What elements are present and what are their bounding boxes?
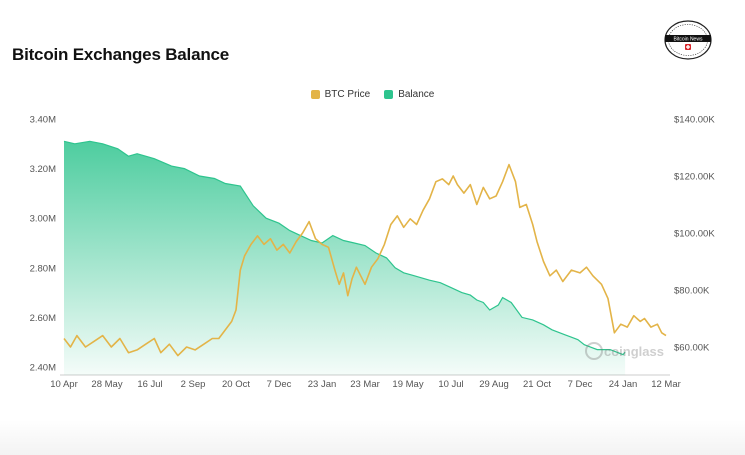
x-tick-label: 20 Oct xyxy=(222,379,250,390)
x-tick-label: 7 Dec xyxy=(568,379,593,390)
right-tick-label: $120.00K xyxy=(674,172,715,183)
x-tick-label: 29 Aug xyxy=(479,379,509,390)
left-tick-label: 2.80M xyxy=(30,263,56,274)
x-tick-label: 2 Sep xyxy=(181,379,206,390)
balance-line xyxy=(63,140,626,356)
bitcoin-news-logo: Bitcoin News xyxy=(663,20,713,60)
legend-swatch-balance xyxy=(384,90,394,99)
x-tick-label: 19 May xyxy=(392,379,423,390)
coinglass-watermark: coinglass xyxy=(585,342,664,360)
x-tick-label: 24 Jan xyxy=(609,379,638,390)
x-tick-label: 12 Mar xyxy=(651,379,681,390)
legend-swatch-btc-price xyxy=(310,90,320,99)
x-tick-label: 10 Apr xyxy=(50,379,77,390)
x-tick-label: 10 Jul xyxy=(438,379,463,390)
logo-text: Bitcoin News xyxy=(674,37,703,43)
watermark-text: coinglass xyxy=(604,344,664,359)
chart-title: Bitcoin Exchanges Balance xyxy=(12,45,230,64)
left-tick-label: 2.40M xyxy=(30,363,56,374)
left-tick-label: 3.00M xyxy=(30,214,56,225)
bottom-strip xyxy=(0,420,745,455)
right-tick-label: $60.00K xyxy=(674,343,710,354)
legend-item-btc-price[interactable]: BTC Price xyxy=(310,89,371,100)
right-tick-label: $80.00K xyxy=(674,286,710,297)
btc-price-line xyxy=(63,163,667,357)
balance-area xyxy=(64,141,626,375)
chart-legend: BTC Price Balance xyxy=(0,89,745,100)
left-tick-label: 3.20M xyxy=(30,164,56,175)
legend-label-balance: Balance xyxy=(398,89,435,100)
left-tick-label: 2.60M xyxy=(30,313,56,324)
right-tick-label: $100.00K xyxy=(674,229,715,240)
legend-label-btc-price: BTC Price xyxy=(324,89,371,100)
left-tick-label: 3.40M xyxy=(30,115,56,126)
x-tick-label: 28 May xyxy=(91,379,122,390)
x-tick-label: 7 Dec xyxy=(267,379,292,390)
bitcoin-news-logo-icon: Bitcoin News xyxy=(664,20,712,60)
x-tick-label: 16 Jul xyxy=(137,379,162,390)
right-tick-label: $140.00K xyxy=(674,115,715,126)
x-tick-label: 23 Jan xyxy=(308,379,337,390)
coinglass-logo-icon xyxy=(585,342,603,360)
x-tick-label: 23 Mar xyxy=(350,379,380,390)
legend-item-balance[interactable]: Balance xyxy=(384,89,434,100)
x-tick-label: 21 Oct xyxy=(523,379,551,390)
